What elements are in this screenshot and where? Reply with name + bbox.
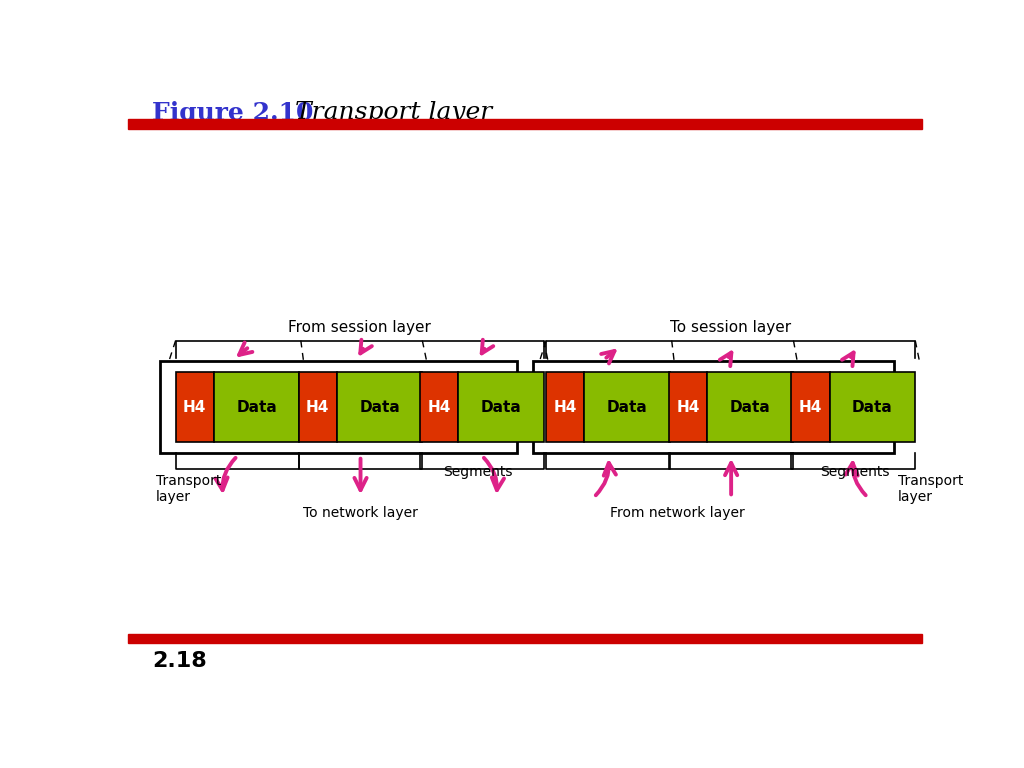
Text: Data: Data <box>480 399 521 415</box>
Text: Segments: Segments <box>820 465 890 478</box>
Text: Transport
layer: Transport layer <box>898 474 964 504</box>
Text: H4: H4 <box>183 399 207 415</box>
Text: H4: H4 <box>799 399 822 415</box>
Bar <box>128 119 922 129</box>
Bar <box>792 372 829 442</box>
Text: Segments: Segments <box>443 465 513 478</box>
Bar <box>708 372 793 442</box>
Text: Data: Data <box>730 399 770 415</box>
Bar <box>160 361 517 453</box>
Text: Transport
layer: Transport layer <box>156 474 221 504</box>
Text: H4: H4 <box>554 399 577 415</box>
Text: From session layer: From session layer <box>289 319 431 335</box>
Text: Figure 2.10: Figure 2.10 <box>152 101 313 125</box>
Bar <box>128 634 922 644</box>
Bar <box>458 372 544 442</box>
Bar <box>546 372 585 442</box>
Text: H4: H4 <box>677 399 700 415</box>
Text: H4: H4 <box>427 399 451 415</box>
Bar <box>532 361 894 453</box>
Text: To network layer: To network layer <box>303 506 418 520</box>
Text: To session layer: To session layer <box>670 319 792 335</box>
Bar <box>420 372 458 442</box>
Bar <box>214 372 299 442</box>
Bar <box>176 372 214 442</box>
Text: Data: Data <box>359 399 400 415</box>
Text: Transport layer: Transport layer <box>279 101 493 124</box>
Bar <box>670 372 708 442</box>
Text: 2.18: 2.18 <box>152 651 207 671</box>
Bar <box>585 372 670 442</box>
Text: Data: Data <box>852 399 893 415</box>
Text: Data: Data <box>237 399 276 415</box>
Text: From network layer: From network layer <box>610 506 744 520</box>
Bar <box>337 372 423 442</box>
Text: Data: Data <box>607 399 647 415</box>
Bar <box>829 372 915 442</box>
Text: H4: H4 <box>306 399 330 415</box>
Bar <box>299 372 337 442</box>
